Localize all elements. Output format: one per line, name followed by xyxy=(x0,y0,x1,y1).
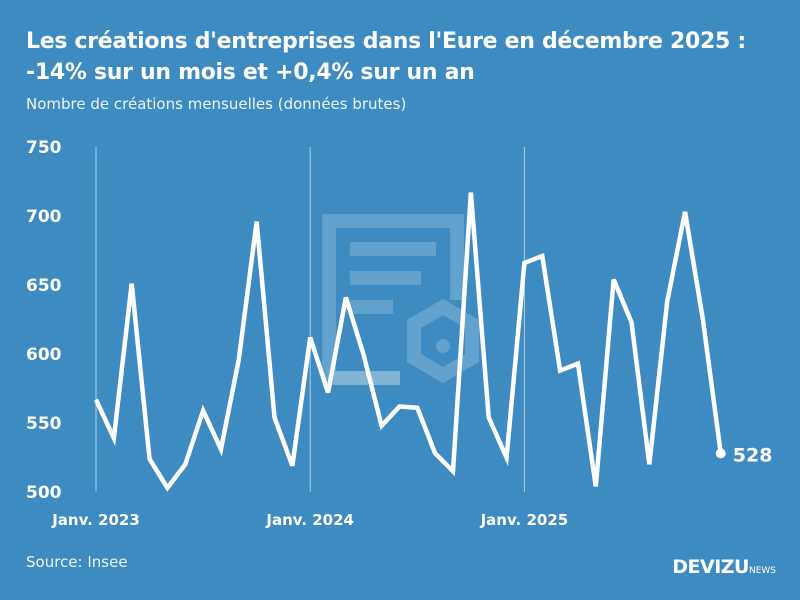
watermark-icon xyxy=(322,214,479,385)
logo-main: DEVIZU xyxy=(672,556,749,578)
y-tick-label: 600 xyxy=(26,345,62,365)
y-tick-label: 550 xyxy=(26,414,62,434)
x-tick-label: Janv. 2023 xyxy=(51,511,140,529)
y-tick-label: 500 xyxy=(26,483,62,503)
last-value-label: 528 xyxy=(733,444,773,466)
title-line-1: Les créations d'entreprises dans l'Eure … xyxy=(26,29,746,54)
x-tick-label: Janv. 2025 xyxy=(480,511,569,529)
source-note: Source: Insee xyxy=(26,553,128,571)
y-tick-label: 650 xyxy=(26,276,62,296)
logo-suffix: NEWS xyxy=(748,566,776,576)
watermark-lines xyxy=(334,242,450,385)
series-line xyxy=(93,192,723,492)
title-line-2: -14% sur un mois et +0,4% sur un an xyxy=(26,60,475,85)
chart-subtitle: Nombre de créations mensuelles (données … xyxy=(26,95,407,113)
y-tick-label: 700 xyxy=(26,207,62,227)
x-tick-label: Janv. 2024 xyxy=(265,511,354,529)
chart-title: Les créations d'entreprises dans l'Eure … xyxy=(26,26,746,88)
data-point xyxy=(715,448,726,459)
devizu-logo: DEVIZUNEWS xyxy=(672,556,776,578)
y-tick-label: 750 xyxy=(26,138,62,158)
